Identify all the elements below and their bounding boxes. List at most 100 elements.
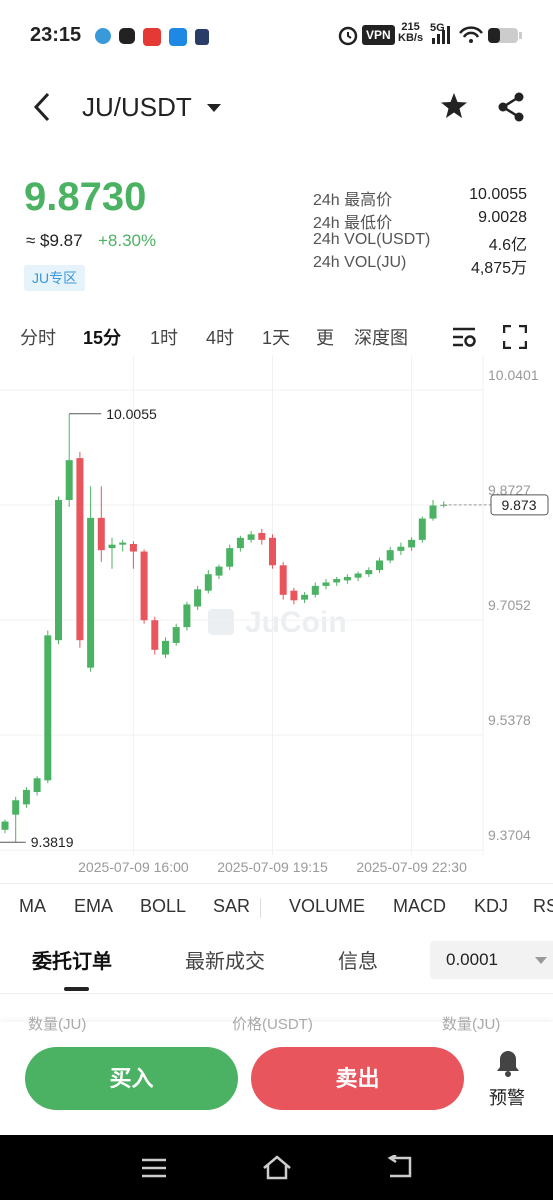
pair-title[interactable]: JU/USDT [82, 92, 192, 122]
stat-value: 9.0028 [478, 208, 527, 226]
candle-body [151, 620, 159, 650]
signal-battery [432, 26, 522, 44]
speed-unit: KB/s [398, 32, 424, 44]
clock: 23:15 [30, 24, 82, 46]
candle-body [279, 565, 287, 595]
divider [0, 993, 553, 994]
status-icons [95, 28, 209, 46]
stat-label: 24h VOL(JU) [313, 253, 407, 271]
stat-label: 24h 最高价 [313, 192, 393, 209]
stat-value: 4.6亿 [488, 237, 527, 254]
last-price: 9.8730 [24, 175, 147, 219]
interval-tab[interactable]: 深度图 [354, 328, 408, 348]
menu-nav[interactable] [140, 1157, 168, 1179]
favorite-button[interactable] [440, 92, 468, 120]
candle-body [311, 585, 319, 595]
indicator-tab[interactable]: SAR [213, 896, 251, 916]
candle-body [162, 640, 169, 655]
candle-body [290, 590, 298, 601]
kline-chart: JuCoin 10.0401 9.8727 9.7052 9.5378 9.3704 202… [0, 355, 549, 875]
indicator-separator [260, 898, 261, 918]
speed: 215 [401, 21, 420, 33]
candle-body [215, 566, 223, 576]
interval-tab[interactable]: 更 [316, 328, 334, 348]
indicator-tab[interactable]: MACD [393, 896, 446, 916]
home-nav[interactable] [262, 1154, 292, 1180]
candle-body [44, 635, 52, 781]
precision-select[interactable]: 0.0001 [430, 941, 553, 979]
y-tick-label: 9.7052 [488, 597, 531, 613]
interval-tab[interactable]: 4时 [206, 328, 235, 348]
book-column: 价格(USDT) [232, 1016, 313, 1033]
sell-button[interactable]: 卖出 [251, 1047, 464, 1110]
interval-tab[interactable]: 1时 [150, 328, 179, 348]
interval-tab[interactable]: 分时 [20, 328, 56, 348]
candle-body [301, 594, 309, 600]
candle-body [194, 589, 202, 607]
buy-button[interactable]: 买入 [25, 1047, 238, 1110]
zone-tag[interactable]: JU专区 [24, 265, 86, 291]
interval-tab[interactable]: 1天 [262, 328, 291, 348]
indicator-tab[interactable]: MA [19, 896, 46, 916]
candle-body [108, 544, 116, 549]
candle-body [343, 576, 351, 581]
candle-body [140, 551, 148, 621]
order-tab[interactable]: 委托订单 [32, 951, 112, 973]
x-tick-label: 2025-07-09 16:00 [78, 859, 189, 875]
usd-price: ≈ $9.87 [26, 231, 83, 250]
interval-tab[interactable]: 15分 [83, 328, 122, 348]
alarm-icon [338, 26, 358, 46]
candle-body [76, 458, 84, 641]
candle-body [247, 534, 255, 540]
candle-body [97, 517, 105, 551]
candle-body [204, 574, 212, 591]
indicator-tab[interactable]: EMA [74, 896, 114, 916]
candle-body [386, 550, 394, 561]
alert-label[interactable]: 预警 [489, 1088, 525, 1108]
indicator-tab[interactable]: KDJ [474, 896, 509, 916]
y-tick-label: 9.3704 [488, 827, 531, 843]
candle-body [418, 518, 426, 540]
select-caret [535, 957, 547, 964]
settings-icon[interactable] [451, 326, 477, 348]
tab-underline [64, 987, 89, 991]
nav-bar [0, 1135, 553, 1200]
candle-body [376, 560, 383, 571]
order-tab[interactable]: 信息 [338, 951, 378, 973]
indicator-tab[interactable]: BOLL [140, 896, 187, 916]
candle-body [226, 548, 234, 567]
order-tab[interactable]: 最新成交 [185, 951, 265, 973]
candle-body [236, 537, 244, 549]
back-button[interactable] [30, 92, 54, 122]
indicator-tab[interactable]: RSI [533, 896, 553, 916]
candle-body [172, 627, 180, 643]
y-tick-label: 9.8727 [488, 482, 531, 498]
book-column: 数量(JU) [442, 1016, 501, 1033]
candle-body [183, 604, 191, 628]
candle-body [22, 789, 30, 805]
back-nav[interactable] [386, 1155, 414, 1179]
candle-body [429, 505, 437, 519]
y-tick-label: 10.0401 [488, 367, 539, 383]
stat-label: 24h 最低价 [313, 214, 393, 232]
bell-icon[interactable] [495, 1049, 521, 1077]
high-marker-label: 10.0055 [106, 406, 157, 422]
candle-body [365, 570, 373, 575]
candle-body [119, 542, 127, 545]
change: +8.30% [98, 231, 157, 250]
share-button[interactable] [497, 92, 527, 122]
candle-body [1, 821, 9, 830]
pair-caret[interactable] [207, 104, 221, 114]
x-tick-label: 2025-07-09 19:15 [217, 859, 328, 875]
candle-body [129, 543, 137, 552]
candle-body [55, 500, 62, 641]
indicator-tab[interactable]: VOLUME [289, 896, 366, 916]
candle-body [65, 460, 73, 501]
stat-value: 10.0055 [469, 186, 527, 203]
candle-body [322, 582, 330, 586]
candle-body [333, 579, 341, 583]
candle-body [87, 517, 95, 668]
fullscreen-icon[interactable] [503, 325, 527, 349]
last-price-box [490, 494, 549, 516]
